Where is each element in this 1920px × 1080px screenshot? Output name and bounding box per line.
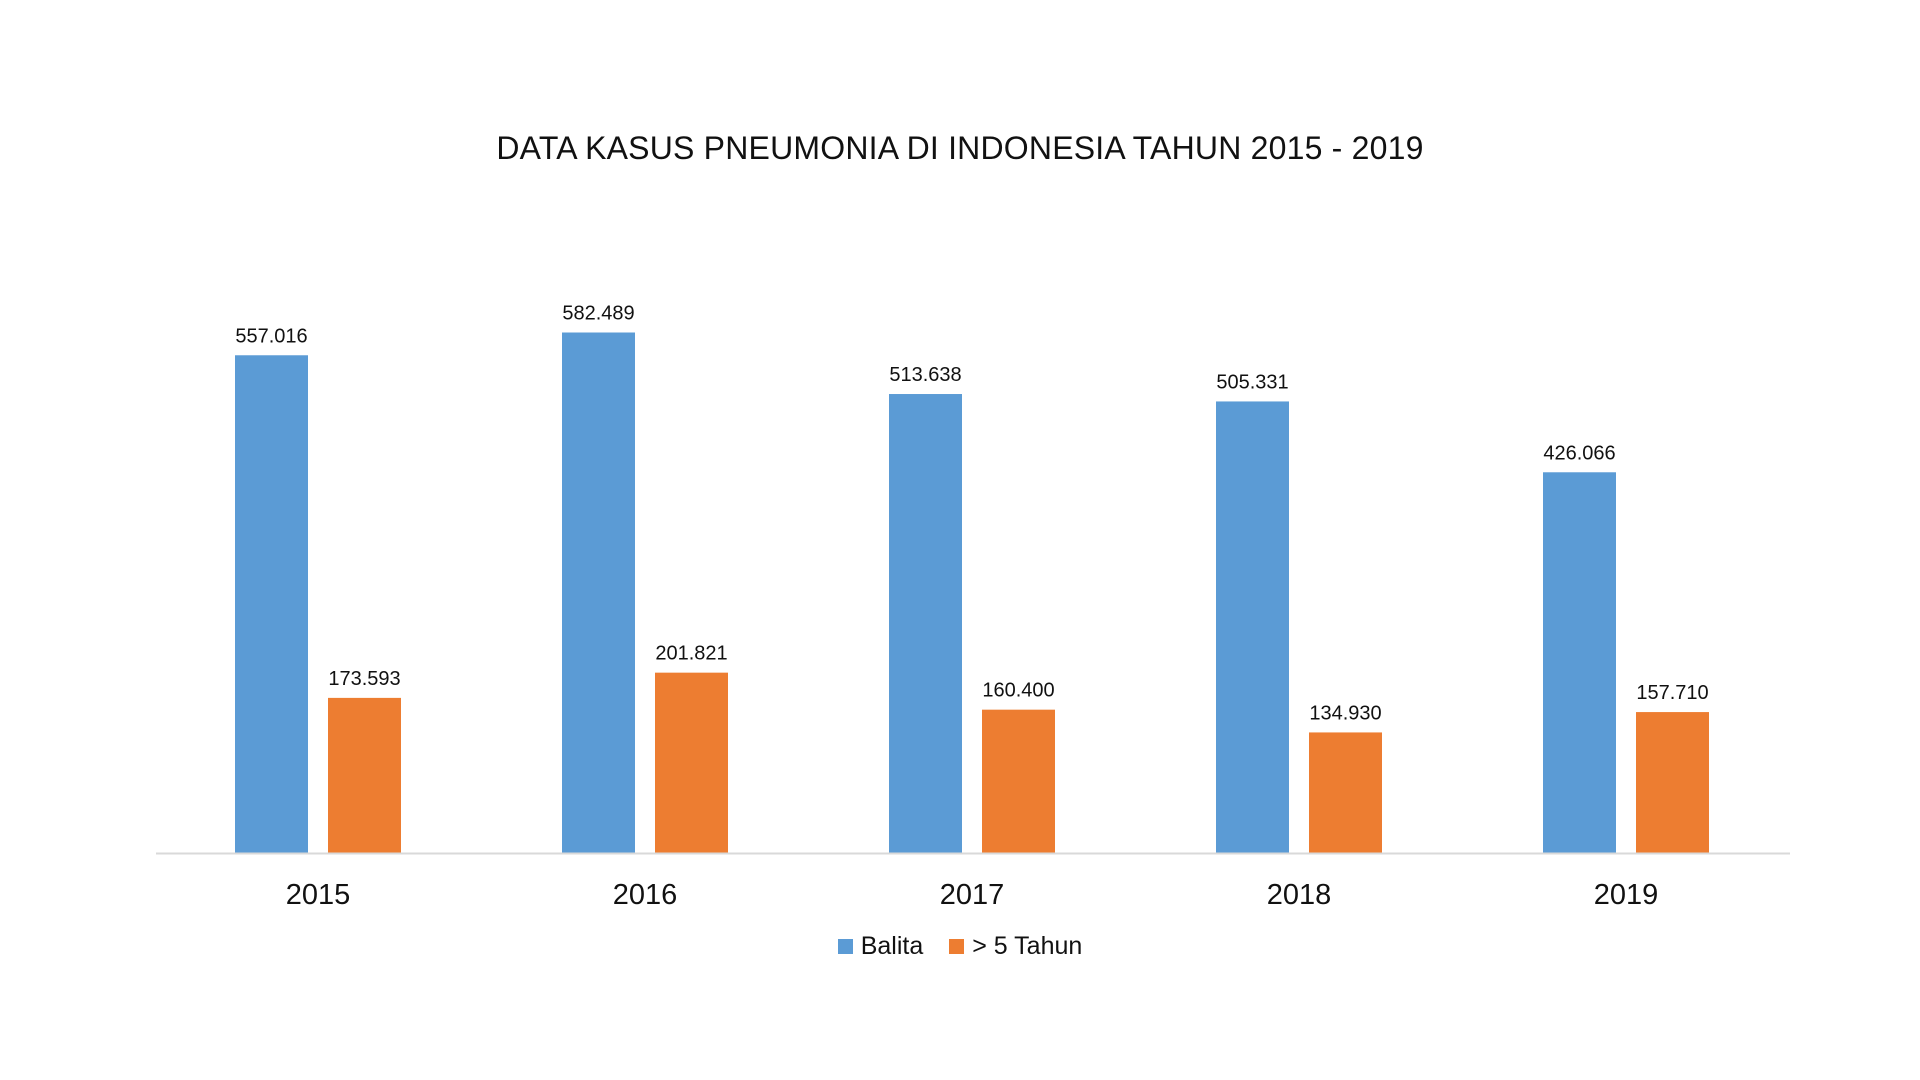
bar-balita-2016 xyxy=(562,332,635,853)
x-tick-label-2016: 2016 xyxy=(613,879,678,911)
legend-label-balita: Balita xyxy=(860,932,924,960)
bar-over-5-2016 xyxy=(655,672,728,853)
bar-over-5-2018 xyxy=(1309,732,1382,853)
bar-over-5-2017 xyxy=(982,709,1055,853)
chart-title: DATA KASUS PNEUMONIA DI INDONESIA TAHUN … xyxy=(496,130,1424,166)
data-label-over-5-2019: 157.710 xyxy=(1636,682,1708,704)
data-label-over-5-2017: 160.400 xyxy=(982,680,1054,702)
legend-item-balita: Balita xyxy=(837,932,924,961)
data-label-over-5-2018: 134.930 xyxy=(1309,702,1381,724)
legend-swatch-balita xyxy=(837,939,853,954)
bar-balita-2017 xyxy=(889,394,962,853)
bar-balita-2018 xyxy=(1216,401,1289,853)
data-label-balita-2018: 505.331 xyxy=(1216,371,1288,393)
x-tick-label-2017: 2017 xyxy=(940,879,1005,911)
bar-balita-2019 xyxy=(1543,472,1616,853)
data-label-balita-2019: 426.066 xyxy=(1543,442,1615,464)
data-label-balita-2015: 557.016 xyxy=(235,325,307,347)
x-tick-label-2015: 2015 xyxy=(286,879,351,911)
legend-item-over-5: > 5 Tahun xyxy=(949,932,1082,961)
x-tick-label-2018: 2018 xyxy=(1267,879,1332,911)
legend: Balita > 5 Tahun xyxy=(0,932,1920,961)
x-tick-label-2019: 2019 xyxy=(1594,879,1659,911)
bar-balita-2015 xyxy=(235,355,308,853)
legend-label-over-5: > 5 Tahun xyxy=(972,932,1083,960)
data-label-over-5-2016: 201.821 xyxy=(655,643,727,665)
legend-swatch-over-5 xyxy=(949,939,965,954)
bar-over-5-2015 xyxy=(328,697,401,853)
data-label-over-5-2015: 173.593 xyxy=(328,668,400,690)
bar-over-5-2019 xyxy=(1636,712,1709,853)
data-label-balita-2017: 513.638 xyxy=(889,364,961,386)
data-label-balita-2016: 582.489 xyxy=(562,303,634,325)
